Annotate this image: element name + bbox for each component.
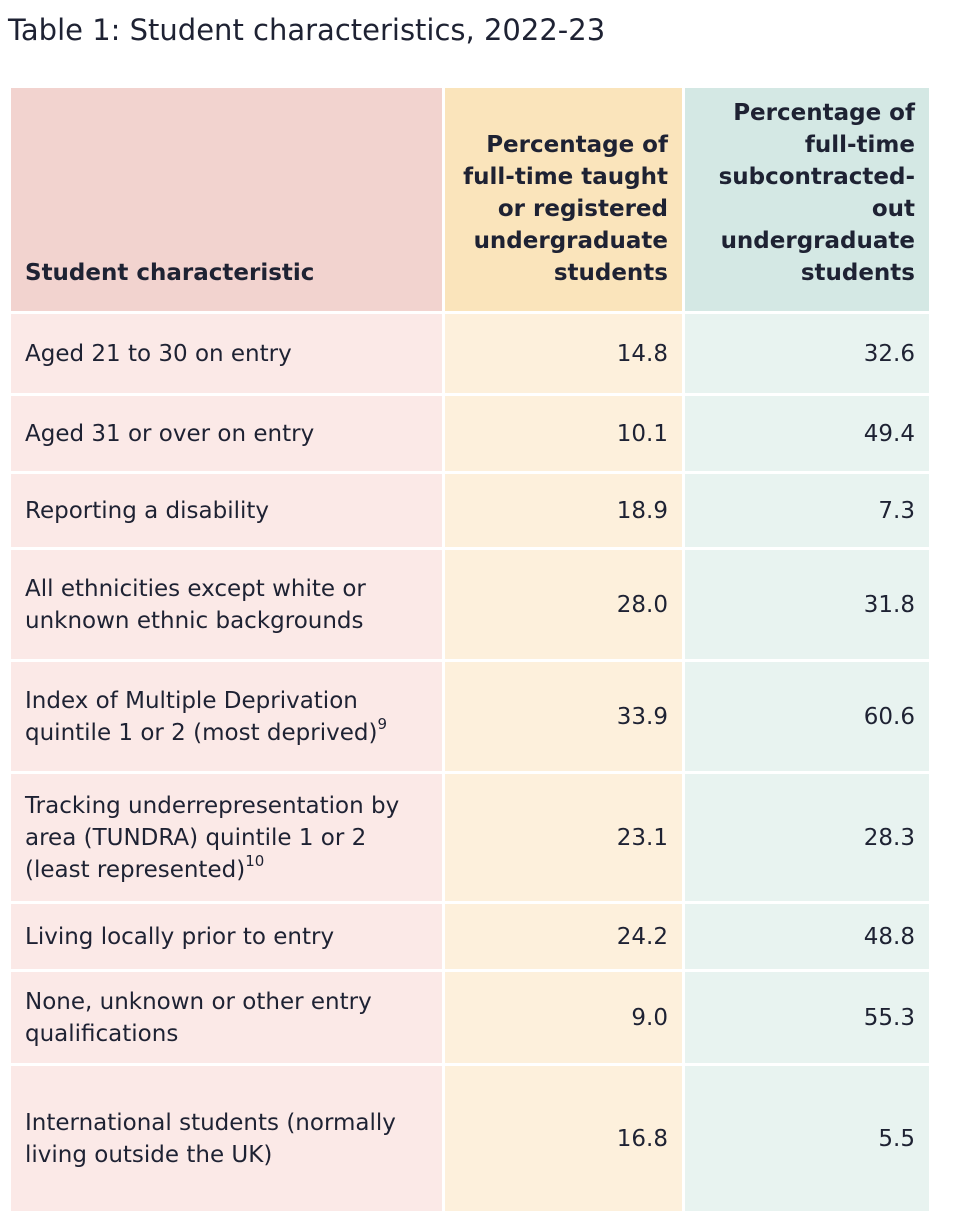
row-subcontracted-value: 60.6 — [682, 659, 932, 774]
row-characteristic-cell: Index of Multiple Deprivation quintile 1… — [8, 659, 445, 774]
header-subcontracted-percentage: Percentage of full-time subcontracted-ou… — [682, 85, 932, 314]
row-subcontracted-value: 31.8 — [682, 547, 932, 662]
student-characteristics-table: Student characteristic Percentage of ful… — [8, 85, 932, 1214]
table-title: Table 1: Student characteristics, 2022-2… — [8, 13, 606, 47]
row-taught-value: 16.8 — [442, 1063, 685, 1214]
row-characteristic-cell: All ethnicities except white or unknown … — [8, 547, 445, 662]
row-subcontracted-value: 48.8 — [682, 901, 932, 972]
row-characteristic-label: Living locally prior to entry — [25, 923, 335, 950]
footnote-marker: 10 — [245, 851, 265, 870]
row-characteristic-label: Tracking underrepresentation by area (TU… — [25, 792, 400, 883]
table-row: Reporting a disability 18.9 7.3 — [8, 471, 932, 550]
row-characteristic-cell: Living locally prior to entry — [8, 901, 445, 972]
row-taught-value: 33.9 — [442, 659, 685, 774]
table-body: Aged 21 to 30 on entry 14.8 32.6 Aged 31 or… — [8, 311, 932, 1214]
row-subcontracted-value: 5.5 — [682, 1063, 932, 1214]
row-characteristic-cell: International students (normally living … — [8, 1063, 445, 1214]
footnote-marker: 9 — [377, 714, 387, 733]
table-row: None, unknown or other entry qualificati… — [8, 969, 932, 1066]
header-taught-percentage: Percentage of full-time taught or regist… — [442, 85, 685, 314]
row-subcontracted-value: 55.3 — [682, 969, 932, 1066]
row-characteristic-label: Reporting a disability — [25, 497, 269, 524]
row-characteristic-cell: None, unknown or other entry qualificati… — [8, 969, 445, 1066]
table-row: International students (normally living … — [8, 1063, 932, 1214]
row-subcontracted-value: 49.4 — [682, 393, 932, 474]
header-student-characteristic: Student characteristic — [8, 85, 445, 314]
table-row: Tracking underrepresentation by area (TU… — [8, 771, 932, 904]
row-characteristic-label: None, unknown or other entry qualificati… — [25, 988, 372, 1047]
table-row: Index of Multiple Deprivation quintile 1… — [8, 659, 932, 774]
row-characteristic-label: Aged 31 or over on entry — [25, 420, 315, 447]
row-characteristic-cell: Aged 21 to 30 on entry — [8, 311, 445, 396]
row-taught-value: 28.0 — [442, 547, 685, 662]
row-taught-value: 10.1 — [442, 393, 685, 474]
row-taught-value: 18.9 — [442, 471, 685, 550]
row-subcontracted-value: 7.3 — [682, 471, 932, 550]
row-characteristic-label: International students (normally living … — [25, 1109, 396, 1168]
row-characteristic-cell: Tracking underrepresentation by area (TU… — [8, 771, 445, 904]
table-row: Living locally prior to entry 24.2 48.8 — [8, 901, 932, 972]
row-characteristic-label: All ethnicities except white or unknown … — [25, 575, 366, 634]
row-taught-value: 14.8 — [442, 311, 685, 396]
row-characteristic-cell: Reporting a disability — [8, 471, 445, 550]
table-row: Aged 21 to 30 on entry 14.8 32.6 — [8, 311, 932, 396]
row-characteristic-label: Aged 21 to 30 on entry — [25, 340, 292, 367]
table-row: All ethnicities except white or unknown … — [8, 547, 932, 662]
table-header-row: Student characteristic Percentage of ful… — [8, 85, 932, 314]
row-subcontracted-value: 28.3 — [682, 771, 932, 904]
row-taught-value: 23.1 — [442, 771, 685, 904]
row-taught-value: 9.0 — [442, 969, 685, 1066]
table-row: Aged 31 or over on entry 10.1 49.4 — [8, 393, 932, 474]
row-subcontracted-value: 32.6 — [682, 311, 932, 396]
row-characteristic-label: Index of Multiple Deprivation quintile 1… — [25, 687, 378, 746]
row-characteristic-cell: Aged 31 or over on entry — [8, 393, 445, 474]
row-taught-value: 24.2 — [442, 901, 685, 972]
